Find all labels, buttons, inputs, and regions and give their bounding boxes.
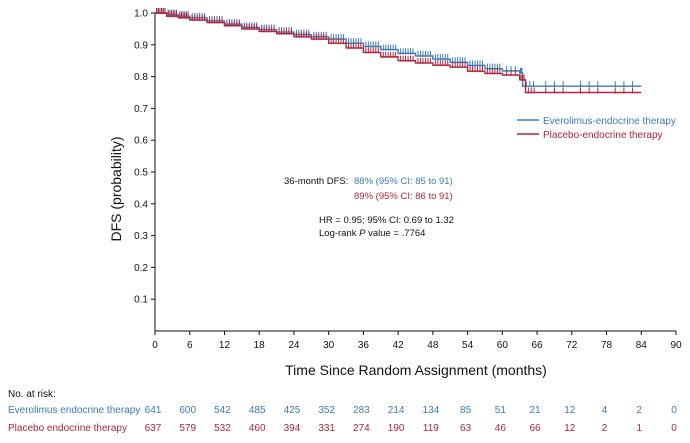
censor-marks-placebo xyxy=(156,8,634,94)
risk-value: 214 xyxy=(388,405,405,416)
series-line-placebo xyxy=(155,12,642,94)
dfs-everolimus: 88% (95% CI: 85 to 91) xyxy=(354,176,453,187)
y-tick-label: 0.3 xyxy=(134,231,148,242)
risk-value: 352 xyxy=(318,405,335,416)
y-tick-label: 0.1 xyxy=(134,295,148,306)
risk-value: 2 xyxy=(636,405,642,416)
y-tick-label: 0.6 xyxy=(134,136,148,147)
x-tick-label: 30 xyxy=(323,340,335,351)
series-group xyxy=(155,8,642,94)
risk-value: 12 xyxy=(564,405,576,416)
legend-label-placebo: Placebo-endocrine therapy xyxy=(543,130,663,141)
x-tick-label: 6 xyxy=(187,340,193,351)
risk-row-label: Placebo endocrine therapy xyxy=(8,423,127,434)
logrank-prefix: Log-rank xyxy=(319,228,359,239)
risk-value: 134 xyxy=(423,405,440,416)
risk-value: 63 xyxy=(460,423,472,434)
x-tick-label: 72 xyxy=(566,340,578,351)
risk-value: 190 xyxy=(388,423,405,434)
x-tick-label: 48 xyxy=(427,340,439,351)
risk-value: 460 xyxy=(249,423,266,434)
x-tick-label: 78 xyxy=(601,340,613,351)
risk-value: 579 xyxy=(179,423,196,434)
risk-value: 425 xyxy=(284,405,301,416)
annotations: 36-month DFS: 88% (95% CI: 85 to 91) 89%… xyxy=(284,176,454,239)
logrank-suffix: value = .7764 xyxy=(365,228,425,239)
risk-value: 331 xyxy=(318,423,335,434)
series-line-everolimus xyxy=(155,12,642,87)
x-tick-label: 18 xyxy=(254,340,266,351)
risk-value: 66 xyxy=(530,423,542,434)
y-tick-label: 1.0 xyxy=(134,9,148,20)
risk-value: 1 xyxy=(636,423,642,434)
x-axis-ticks: 0 6 12 18 24 30 36 42 48 54 60 66 72 78 84 90 xyxy=(152,331,682,351)
y-tick-label: 0.5 xyxy=(134,168,148,179)
logrank-text: Log-rank P value = .7764 xyxy=(319,228,425,239)
legend-label-everolimus: Everolimus-endocrine therapy xyxy=(543,116,676,127)
legend: Everolimus-endocrine therapy Placebo-end… xyxy=(517,116,676,141)
dfs-label: 36-month DFS: xyxy=(284,176,348,187)
x-tick-label: 36 xyxy=(358,340,370,351)
censor-marks-everolimus xyxy=(156,8,634,88)
x-tick-label: 42 xyxy=(393,340,405,351)
risk-value: 21 xyxy=(530,405,542,416)
risk-row-label: Everolimus endocrine therapy xyxy=(8,405,140,416)
y-tick-label: 0.4 xyxy=(134,199,148,210)
risk-value: 12 xyxy=(564,423,576,434)
risk-table: Everolimus endocrine therapy 641 600 542 485… xyxy=(8,405,677,434)
x-tick-label: 66 xyxy=(532,340,544,351)
dfs-placebo: 89% (95% CI: 86 to 91) xyxy=(354,191,453,202)
risk-value: 542 xyxy=(214,405,231,416)
risk-value: 637 xyxy=(145,423,162,434)
y-tick-label: 0.8 xyxy=(134,72,148,83)
x-tick-label: 54 xyxy=(462,340,474,351)
risk-value: 283 xyxy=(353,405,370,416)
risk-value: 85 xyxy=(460,405,472,416)
risk-value: 119 xyxy=(423,423,439,434)
risk-value: 274 xyxy=(353,423,370,434)
risk-value: 485 xyxy=(249,405,266,416)
risk-value: 394 xyxy=(284,423,301,434)
risk-value: 0 xyxy=(671,405,677,416)
x-tick-label: 24 xyxy=(288,340,300,351)
x-axis-label: Time Since Random Assignment (months) xyxy=(285,362,547,378)
y-tick-label: 0.7 xyxy=(134,104,148,115)
x-tick-label: 84 xyxy=(636,340,648,351)
risk-value: 0 xyxy=(671,423,677,434)
risk-value: 2 xyxy=(602,423,608,434)
y-axis-label: DFS (probability) xyxy=(108,136,124,241)
y-axis-ticks: 0.1 0.2 0.3 0.4 0.5 0.6 0.7 0.8 0.9 1.0 xyxy=(134,9,155,306)
x-tick-label: 90 xyxy=(670,340,682,351)
y-tick-label: 0.9 xyxy=(134,40,148,51)
logrank-p: P xyxy=(359,228,366,239)
y-tick-label: 0.2 xyxy=(134,263,148,274)
risk-value: 46 xyxy=(495,423,507,434)
risk-table-title: No. at risk: xyxy=(8,389,56,400)
x-tick-label: 0 xyxy=(152,340,158,351)
risk-value: 51 xyxy=(495,405,507,416)
risk-value: 600 xyxy=(179,405,196,416)
risk-value: 532 xyxy=(214,423,231,434)
risk-value: 4 xyxy=(602,405,608,416)
risk-value: 641 xyxy=(145,405,162,416)
x-tick-label: 60 xyxy=(497,340,509,351)
hazard-ratio: HR = 0.95; 95% CI: 0.69 to 1.32 xyxy=(319,215,454,226)
x-tick-label: 12 xyxy=(219,340,231,351)
